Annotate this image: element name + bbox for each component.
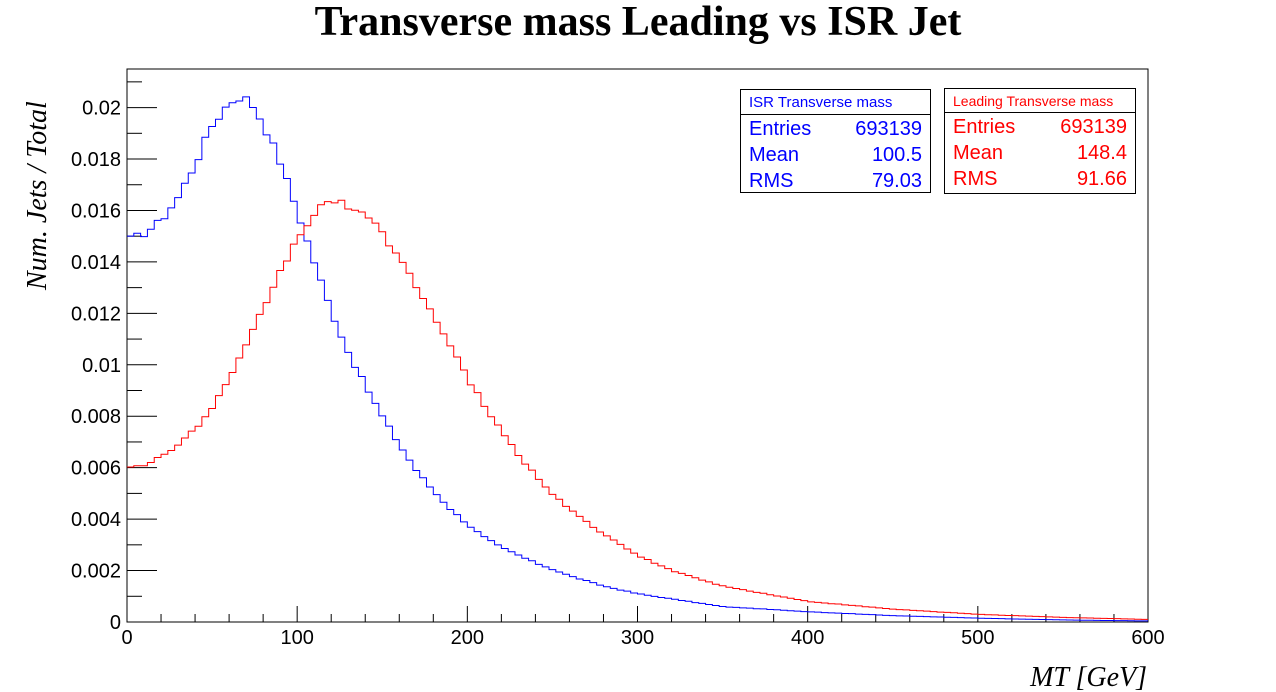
isr-stats-mean: Mean 100.5 xyxy=(741,142,930,168)
isr-entries-label: Entries xyxy=(749,118,812,140)
y-axis-title: Num. Jets / Total xyxy=(22,101,53,291)
y-tick-label: 0.008 xyxy=(71,406,121,428)
y-tick-label: 0.006 xyxy=(71,458,121,480)
isr-mean-value: 100.5 xyxy=(871,144,922,166)
y-tick-label: 0.01 xyxy=(82,355,121,377)
y-tick-label: 0.004 xyxy=(71,509,121,531)
series-layer xyxy=(127,96,1148,622)
isr-stats-rms: RMS 79.03 xyxy=(741,168,930,194)
isr-mean-label: Mean xyxy=(749,144,800,166)
isr-rms-label: RMS xyxy=(749,170,794,192)
x-tick-label: 100 xyxy=(280,627,313,649)
isr-stats-title: ISR Transverse mass xyxy=(741,90,930,115)
y-tick-label: 0.016 xyxy=(71,200,121,222)
x-axis-title: MT [GeV] xyxy=(1029,662,1147,692)
x-tick-label: 200 xyxy=(451,627,484,649)
x-tick-label: 400 xyxy=(791,627,824,649)
leading-entries-value: 693139 xyxy=(1060,116,1127,138)
leading-mean-value: 148.4 xyxy=(1076,142,1127,164)
chart-title: Transverse mass Leading vs ISR Jet xyxy=(314,0,962,45)
x-axis: 0 100 200 300 400 500 600 xyxy=(121,606,1165,649)
isr-stats-entries: Entries 693139 xyxy=(741,116,930,142)
x-tick-label: 300 xyxy=(621,627,654,649)
y-tick-label: 0.018 xyxy=(71,149,121,171)
y-tick-label: 0.012 xyxy=(71,303,121,325)
y-axis: 0 0.002 0.004 0.006 0.008 0.01 0.012 0.014 0.016… xyxy=(71,81,157,634)
histogram-series-isr xyxy=(127,96,1148,622)
leading-entries-label: Entries xyxy=(953,116,1016,138)
leading-stats-mean: Mean 148.4 xyxy=(945,140,1135,166)
isr-entries-value: 693139 xyxy=(855,118,922,140)
x-tick-label: 600 xyxy=(1131,627,1164,649)
y-tick-label: 0.02 xyxy=(82,98,121,120)
leading-stats-title: Leading Transverse mass xyxy=(945,89,1135,113)
leading-mean-label: Mean xyxy=(953,142,1004,164)
leading-rms-label: RMS xyxy=(953,168,998,190)
leading-rms-value: 91.66 xyxy=(1076,168,1127,190)
y-tick-label: 0.014 xyxy=(71,252,121,274)
leading-stats-rms: RMS 91.66 xyxy=(945,166,1135,192)
y-tick-label: 0.002 xyxy=(71,561,121,583)
leading-stats-box: Leading Transverse mass Entries 693139 Me… xyxy=(944,88,1136,194)
x-tick-label: 500 xyxy=(961,627,994,649)
y-tick-label: 0 xyxy=(110,612,121,634)
histogram-series-leading xyxy=(127,199,1148,620)
leading-stats-entries: Entries 693139 xyxy=(945,114,1135,140)
isr-stats-box: ISR Transverse mass Entries 693139 Mean 10… xyxy=(740,89,931,193)
x-tick-label: 0 xyxy=(121,627,132,649)
isr-rms-value: 79.03 xyxy=(871,170,922,192)
